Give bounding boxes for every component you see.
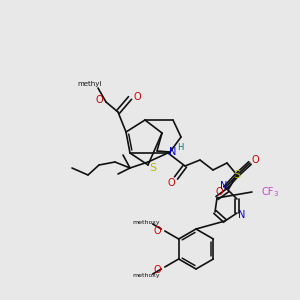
Text: S: S [233, 170, 241, 180]
Text: O: O [153, 265, 160, 275]
Text: N: N [238, 210, 246, 220]
Text: CF: CF [262, 187, 274, 197]
Text: H: H [177, 143, 183, 152]
Text: methoxy: methoxy [133, 220, 160, 225]
Text: S: S [149, 163, 157, 173]
Text: O: O [167, 178, 175, 188]
Text: methyl: methyl [78, 81, 102, 87]
Text: O: O [133, 92, 141, 102]
Text: O: O [215, 187, 223, 197]
Text: methoxy: methoxy [133, 273, 160, 278]
Text: N: N [220, 181, 228, 191]
Text: O: O [95, 95, 103, 105]
Text: O: O [251, 155, 259, 165]
Text: 3: 3 [273, 191, 278, 197]
Text: O: O [153, 226, 160, 236]
Text: N: N [169, 147, 177, 157]
